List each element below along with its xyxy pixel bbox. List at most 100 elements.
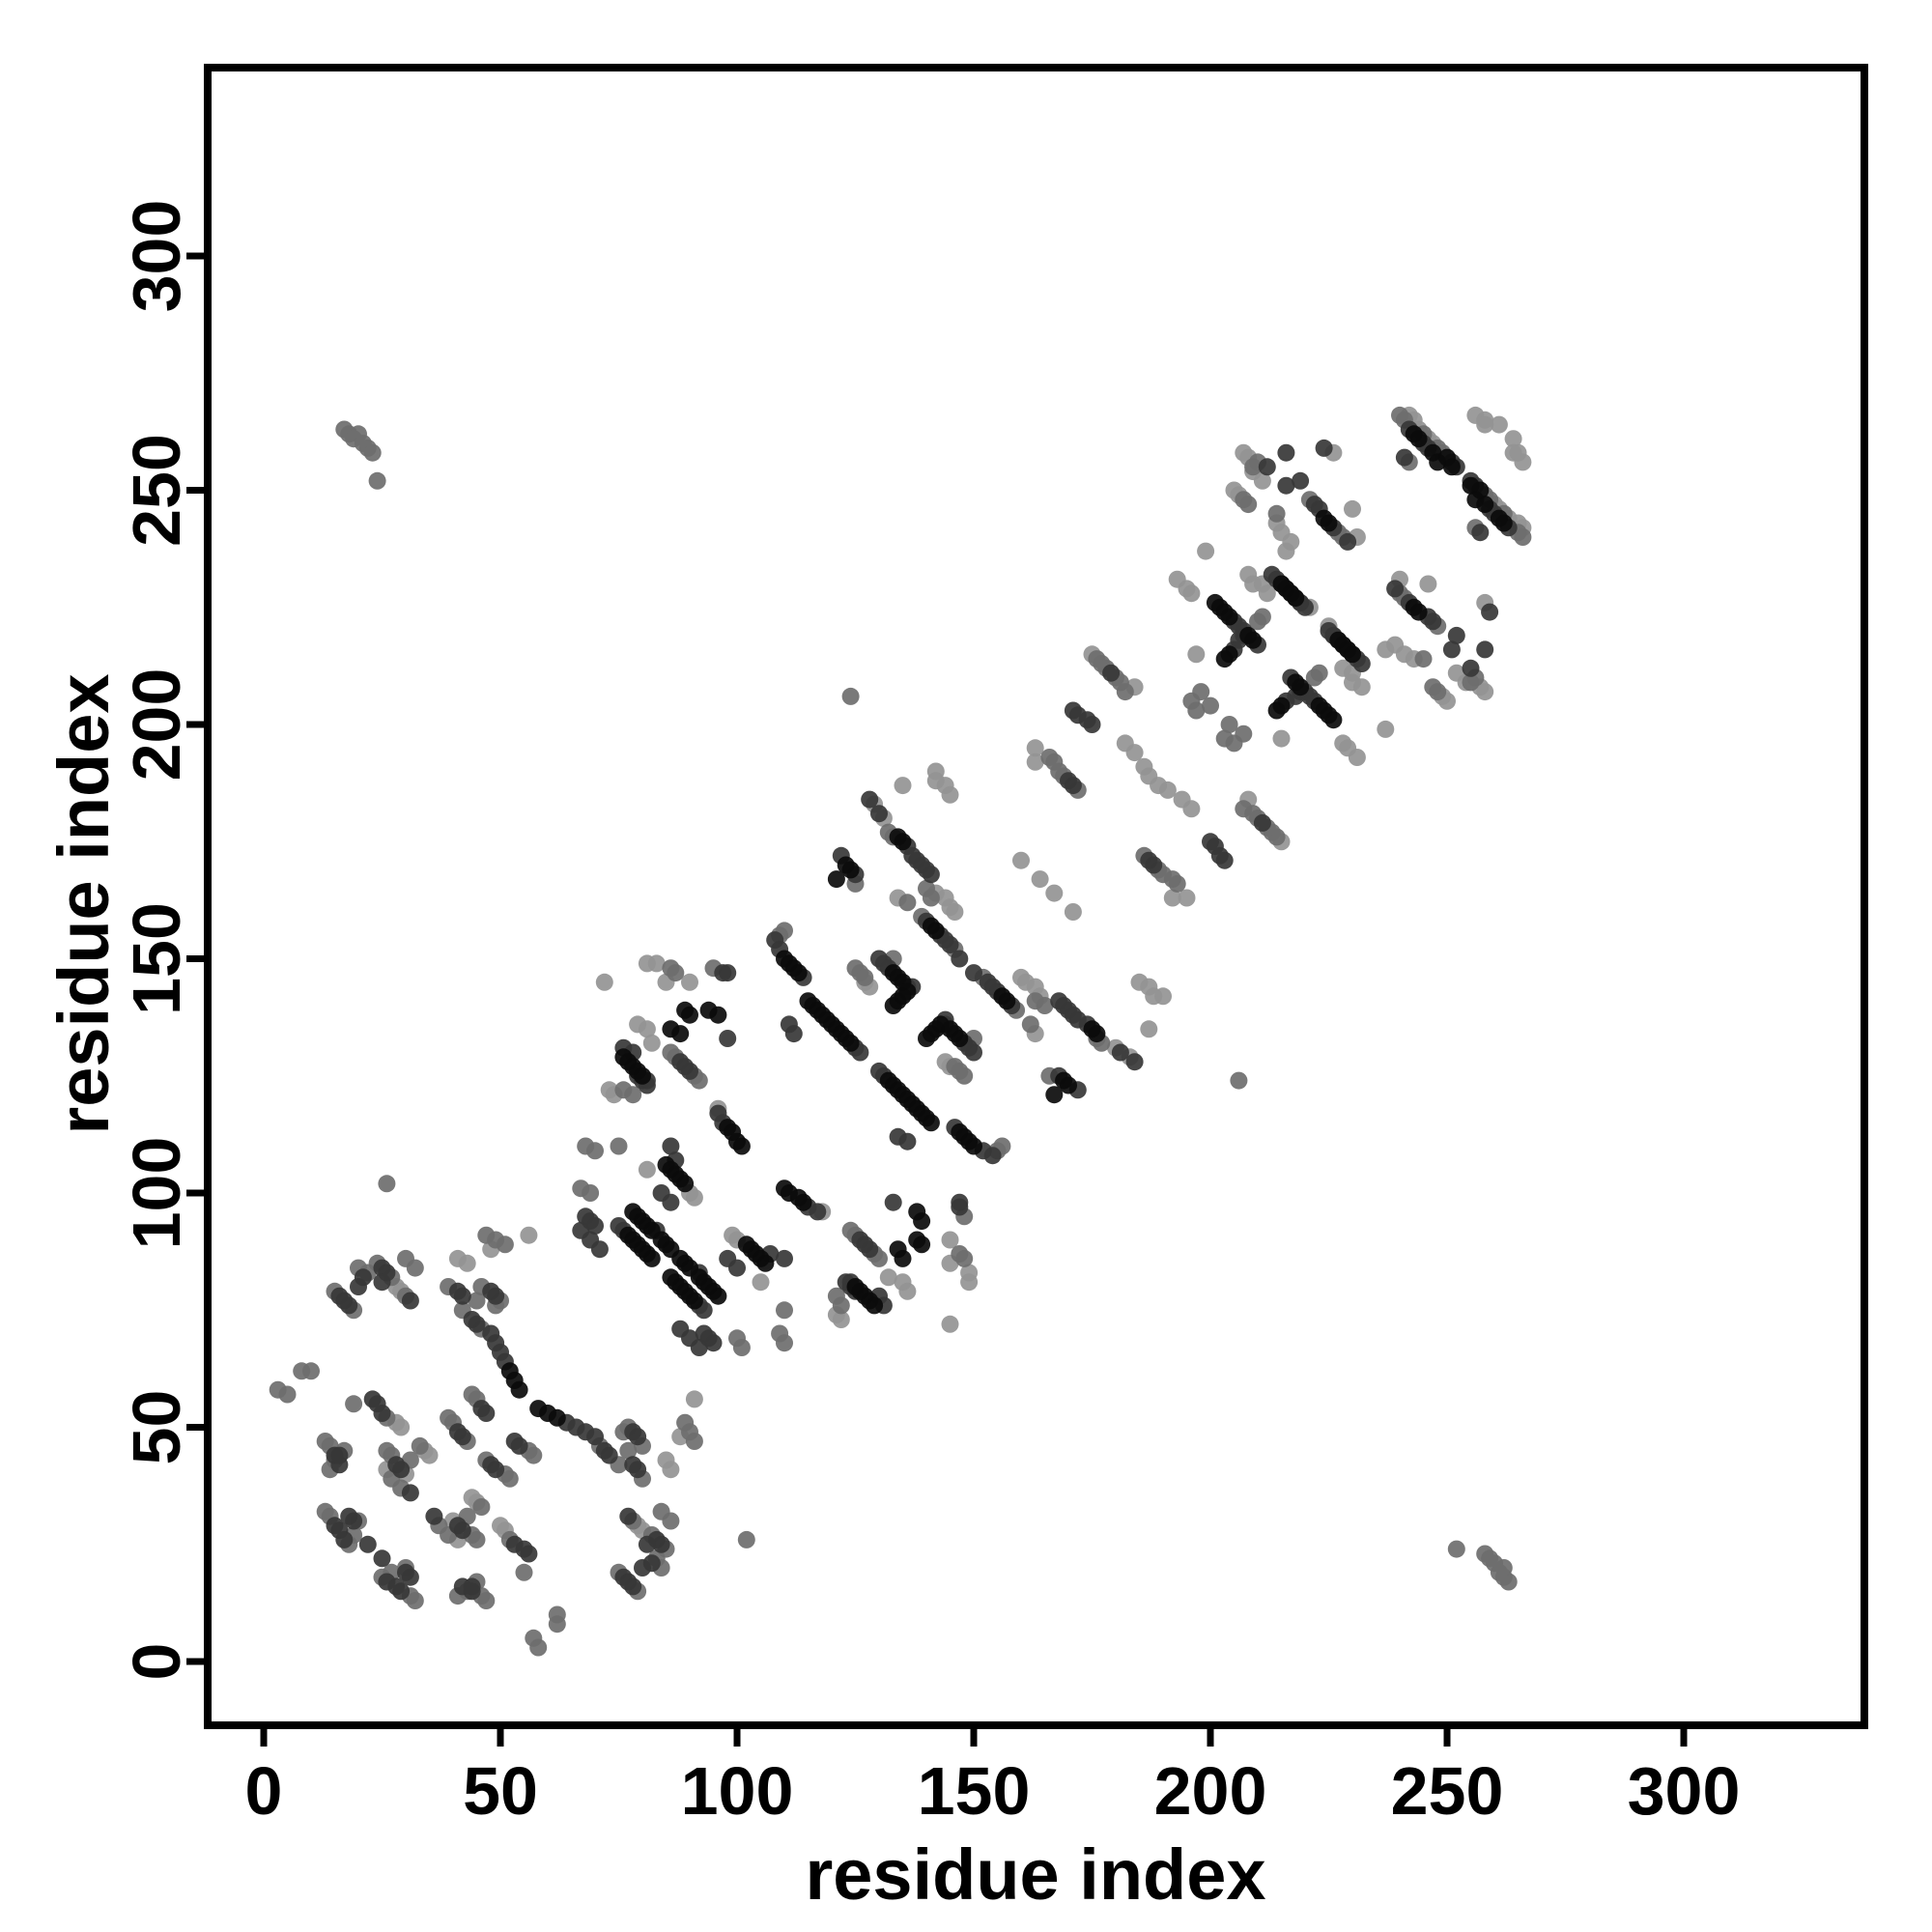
data-point [1377,720,1395,738]
data-point [1282,584,1300,603]
data-point [1409,430,1428,448]
data-point [458,1254,476,1272]
data-point [411,1436,429,1455]
data-point [946,1058,964,1076]
data-point [1031,870,1049,889]
data-point [629,1015,647,1034]
data-point [993,987,1011,1006]
data-point [448,1517,467,1535]
data-point [1272,524,1291,542]
x-axis-ticks: 0 50 100 150 200 250 300 [245,1725,1740,1829]
data-point [1012,968,1030,986]
data-point [619,1441,638,1460]
data-point [1202,696,1219,715]
data-point [1334,636,1352,654]
data-point [624,1423,642,1441]
data-point [922,889,940,907]
data-point [1395,645,1413,664]
data-point [719,1249,737,1267]
data-point [789,964,808,982]
data-point [378,1175,396,1193]
data-point [827,1287,845,1305]
data-point [776,1301,793,1320]
data-point [1083,1020,1101,1038]
data-point [1419,575,1437,593]
data-point [1045,1086,1064,1104]
data-point [908,1203,926,1221]
data-point [1438,448,1456,467]
data-point [642,1221,661,1239]
data-point [642,1034,661,1052]
data-point [879,1071,897,1090]
data-point [586,1142,604,1160]
data-point [965,964,982,982]
data-point [345,1395,363,1413]
data-point [425,1507,443,1525]
data-point [690,1268,708,1287]
data-point [468,1315,486,1333]
data-point [1055,1071,1073,1090]
data-point [397,1563,414,1581]
data-point [951,1193,969,1211]
data-point [1140,978,1158,996]
data-point [667,964,685,982]
data-point [898,1282,917,1300]
data-point [1447,626,1465,644]
data-point [392,1418,411,1436]
x-tick-label: 50 [463,1753,538,1829]
y-axis-ticks: 0 50 100 150 200 250 300 [119,200,208,1680]
x-tick-label: 200 [1154,1753,1267,1829]
data-point [1244,631,1263,649]
data-point [1504,443,1522,462]
data-point [406,1259,424,1277]
data-point [1173,790,1191,809]
data-point [463,1577,481,1596]
data-point [889,1127,907,1146]
data-point [1490,415,1508,434]
data-point [1140,1020,1158,1038]
data-point [681,973,698,991]
plot-box-border [204,64,1868,1729]
data-point [676,1175,695,1193]
data-point [1012,851,1030,869]
data-point [728,1329,746,1348]
data-point [1220,608,1238,626]
data-point [363,443,382,462]
data-point [1277,476,1295,495]
data-point [879,1268,897,1287]
data-point [453,1428,471,1446]
data-point [695,1324,713,1343]
data-point [278,1385,297,1404]
data-point [610,1137,628,1155]
data-point [634,1066,651,1085]
data-point [784,1025,803,1043]
data-point [1125,744,1144,762]
data-point [1215,851,1234,869]
data-point [979,973,997,991]
data-point [1230,1071,1248,1090]
data-point [884,1193,902,1211]
data-point [624,1456,642,1474]
data-point [941,1231,959,1249]
data-point [1235,724,1253,743]
x-tick-label: 150 [918,1753,1031,1829]
data-point [1026,992,1044,1010]
data-point [590,1240,609,1259]
y-tick-label: 100 [119,1137,194,1250]
y-tick-label: 300 [119,200,194,313]
data-point [1050,992,1068,1010]
data-point [1414,650,1433,668]
data-point [1424,678,1442,696]
scatter-points [269,406,1532,1657]
data-point [1220,645,1238,664]
data-point [1315,439,1333,457]
data-point [889,1240,907,1259]
data-point [671,1249,690,1267]
data-point [737,1530,755,1548]
data-point [752,1273,770,1292]
data-point [1178,889,1196,907]
data-point [401,1484,419,1502]
data-point [358,1535,377,1553]
data-point [1395,448,1413,467]
data-point [595,973,613,991]
